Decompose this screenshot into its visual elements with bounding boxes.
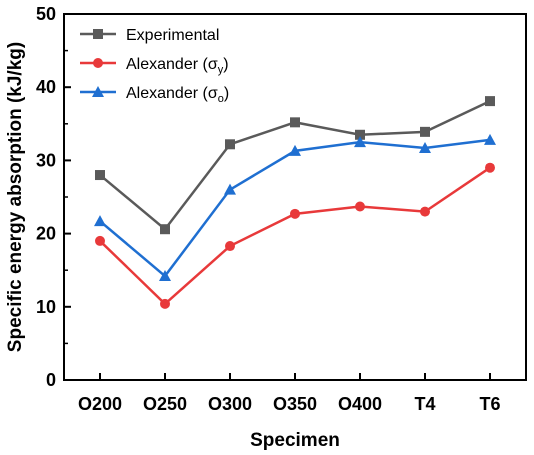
- data-point: [355, 201, 365, 212]
- y-axis-title: Specific energy absorption (kJ/kg): [5, 42, 26, 352]
- x-tick-label: O350: [273, 394, 317, 414]
- data-point: [160, 224, 170, 235]
- legend-label: Experimental: [126, 27, 219, 44]
- x-tick-label: T6: [479, 394, 500, 414]
- legend-label: Alexander (σy): [126, 56, 229, 76]
- data-point: [224, 183, 236, 195]
- x-tick-label: O300: [208, 394, 252, 414]
- data-point: [160, 298, 170, 309]
- data-point: [225, 241, 235, 252]
- series-1: [95, 162, 495, 309]
- data-point: [225, 139, 235, 150]
- data-point: [485, 162, 495, 173]
- data-point: [355, 129, 365, 140]
- y-tick-label: 10: [36, 297, 56, 317]
- legend-entry: Alexander (σy): [80, 56, 229, 76]
- legend-marker: [93, 58, 103, 68]
- legend-entry: Alexander (σo): [80, 85, 229, 105]
- y-tick-label: 30: [36, 150, 56, 170]
- x-axis-title: Specimen: [250, 430, 340, 451]
- data-point: [484, 133, 496, 145]
- data-point: [485, 96, 495, 107]
- data-point: [95, 235, 105, 246]
- data-point: [354, 136, 366, 148]
- series-2: [94, 133, 496, 282]
- x-tick-label: O200: [78, 394, 122, 414]
- data-point: [289, 144, 301, 156]
- legend-entry: Experimental: [80, 27, 219, 44]
- legend-label: Alexander (σo): [126, 85, 229, 105]
- data-point: [419, 141, 431, 153]
- data-point: [290, 117, 300, 128]
- data-point: [94, 215, 106, 227]
- x-tick-label: T4: [414, 394, 435, 414]
- legend-marker: [92, 86, 104, 97]
- data-point: [290, 208, 300, 219]
- data-point: [420, 206, 430, 217]
- x-tick-label: O250: [143, 394, 187, 414]
- legend-marker: [93, 29, 103, 39]
- series-0: [95, 96, 495, 235]
- series-line: [99, 166, 491, 306]
- x-tick-label: O400: [338, 394, 382, 414]
- data-point: [420, 126, 430, 137]
- y-tick-label: 50: [36, 4, 56, 24]
- y-tick-label: 20: [36, 224, 56, 244]
- data-point: [95, 170, 105, 181]
- y-tick-label: 0: [46, 370, 56, 390]
- y-tick-label: 40: [36, 77, 56, 97]
- data-point: [159, 270, 171, 282]
